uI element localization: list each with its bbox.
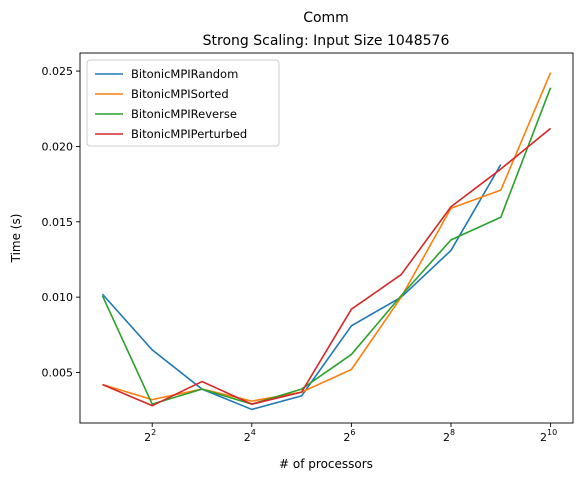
y-tick-label: 0.025: [42, 65, 74, 78]
legend-label: BitonicMPIPerturbed: [131, 127, 247, 141]
y-tick-label: 0.005: [42, 367, 74, 380]
x-tick-exponent: 2: [151, 428, 156, 437]
series-line-bitonicmpireverse: [101, 87, 552, 405]
x-axis-label: # of processors: [279, 457, 373, 471]
series-line-bitonicmpiperturbed: [102, 127, 552, 407]
x-tick-base: 2: [343, 431, 350, 444]
legend-label: BitonicMPIRandom: [131, 67, 238, 81]
y-tick-label: 0.020: [42, 140, 74, 153]
legend: BitonicMPIRandom BitonicMPISorted BitonicM…: [86, 59, 280, 147]
x-tick-label: 24: [244, 428, 256, 444]
x-tick-base: 2: [144, 431, 151, 444]
legend-label: BitonicMPIReverse: [131, 107, 237, 121]
legend-label: BitonicMPISorted: [131, 87, 229, 101]
y-tick-label: 0.015: [42, 216, 74, 229]
x-tick-exponent: 10: [547, 428, 557, 437]
chart-title: Comm: [303, 10, 349, 26]
x-tick-label: 26: [343, 428, 355, 444]
x-tick-label: 22: [144, 428, 156, 444]
y-tick-label: 0.010: [42, 291, 74, 304]
x-tick-exponent: 8: [450, 428, 455, 437]
series-line-bitonicmpirandom: [101, 164, 502, 411]
x-tick-exponent: 4: [251, 428, 256, 437]
x-tick-base: 2: [244, 431, 251, 444]
x-tick-base: 2: [443, 431, 450, 444]
x-tick-label: 28: [443, 428, 455, 444]
axes-frame: [79, 52, 574, 424]
y-axis-label: Time (s): [9, 214, 23, 264]
legend-box: [86, 59, 280, 147]
x-tick-base: 2: [540, 431, 547, 444]
x-tick-label: 210: [540, 428, 557, 444]
x-tick-exponent: 6: [350, 428, 355, 437]
chart-subtitle: Strong Scaling: Input Size 1048576: [203, 33, 450, 49]
